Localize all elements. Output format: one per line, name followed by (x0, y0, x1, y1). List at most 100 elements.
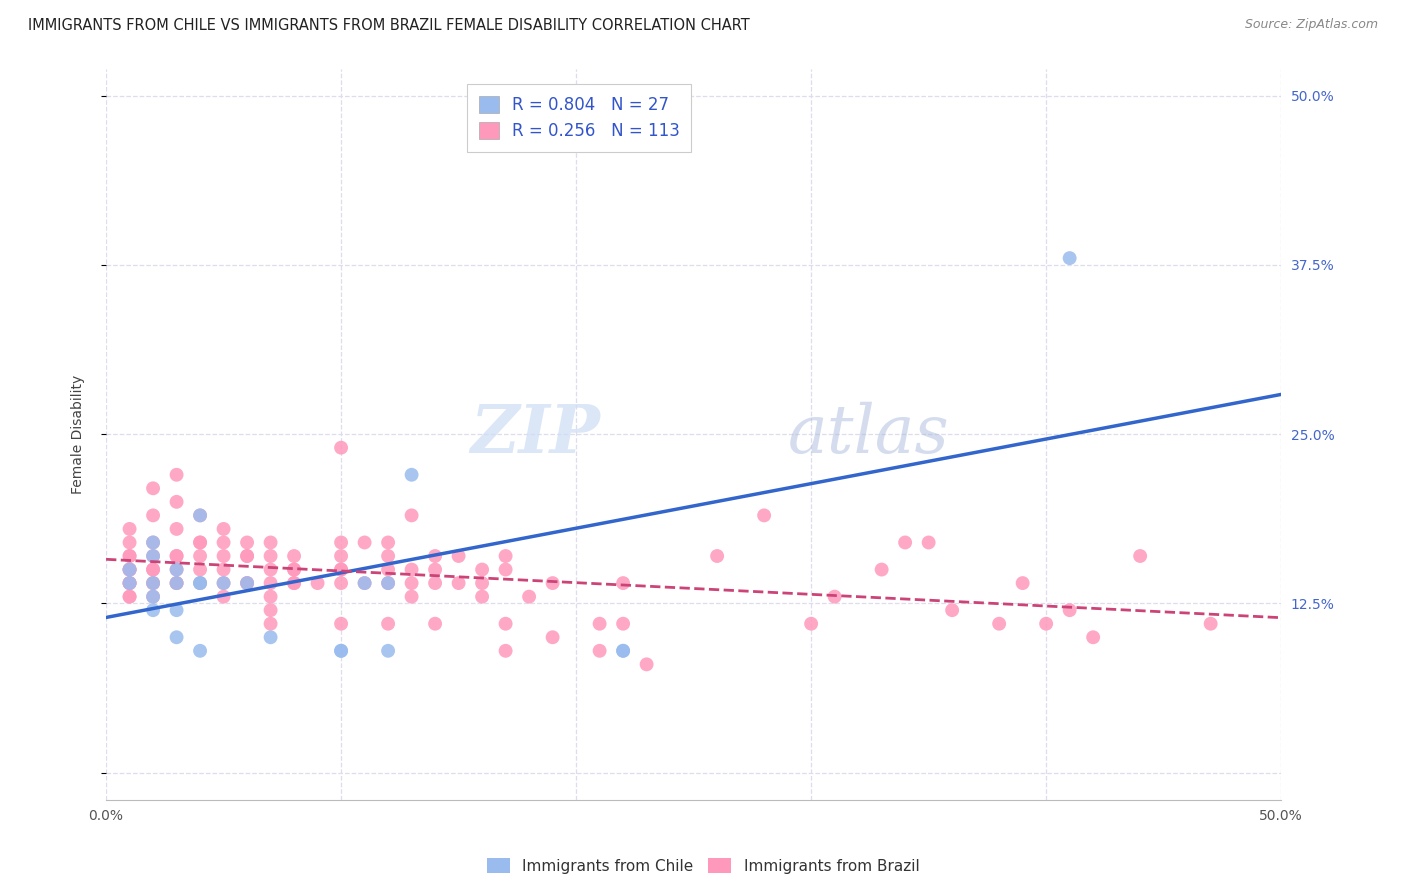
Point (800, 616, 823, 631)
Point (188, 535, 211, 549)
Point (188, 535, 211, 549)
Point (166, 576, 188, 591)
Point (330, 563, 353, 577)
Point (283, 549, 305, 563)
Point (236, 576, 259, 591)
Point (166, 576, 188, 591)
Point (612, 576, 634, 591)
Point (588, 616, 610, 631)
Point (495, 616, 517, 631)
Point (118, 563, 141, 577)
Point (142, 576, 165, 591)
Text: atlas: atlas (787, 401, 949, 467)
Point (212, 563, 235, 577)
Point (188, 508, 211, 523)
Point (166, 549, 188, 563)
Point (988, 616, 1011, 631)
Point (401, 590, 423, 604)
Point (353, 576, 375, 591)
Point (495, 563, 517, 577)
Point (118, 576, 141, 591)
Legend: Immigrants from Chile, Immigrants from Brazil: Immigrants from Chile, Immigrants from B… (481, 852, 925, 880)
Point (377, 644, 399, 658)
Point (212, 549, 235, 563)
Point (259, 616, 281, 631)
Point (259, 563, 281, 577)
Point (142, 603, 165, 617)
Point (118, 590, 141, 604)
Point (283, 576, 305, 591)
Point (447, 549, 470, 563)
Point (401, 576, 423, 591)
Point (824, 590, 846, 604)
Point (1035, 616, 1057, 631)
Point (142, 576, 165, 591)
Point (541, 576, 564, 591)
Point (166, 603, 188, 617)
Point (166, 522, 188, 536)
Point (495, 644, 517, 658)
Point (142, 508, 165, 523)
Point (894, 535, 917, 549)
Point (118, 549, 141, 563)
Point (1199, 616, 1222, 631)
Point (1011, 576, 1033, 591)
Point (330, 644, 353, 658)
Point (142, 481, 165, 495)
Point (118, 563, 141, 577)
Point (118, 549, 141, 563)
Point (377, 576, 399, 591)
Point (612, 616, 634, 631)
Point (588, 644, 610, 658)
Point (330, 644, 353, 658)
Point (283, 563, 305, 577)
Point (377, 616, 399, 631)
Point (212, 576, 235, 591)
Point (259, 630, 281, 644)
Y-axis label: Female Disability: Female Disability (72, 375, 86, 494)
Point (236, 535, 259, 549)
Point (259, 535, 281, 549)
Point (330, 549, 353, 563)
Point (752, 508, 775, 523)
Point (423, 549, 446, 563)
Point (330, 563, 353, 577)
Point (423, 576, 446, 591)
Point (471, 563, 494, 577)
Legend: R = 0.804   N = 27, R = 0.256   N = 113: R = 0.804 N = 27, R = 0.256 N = 113 (467, 84, 692, 153)
Text: ZIP: ZIP (470, 401, 599, 467)
Point (307, 576, 329, 591)
Point (941, 603, 963, 617)
Point (401, 563, 423, 577)
Point (471, 576, 494, 591)
Point (353, 576, 375, 591)
Point (612, 644, 634, 658)
Point (259, 603, 281, 617)
Point (118, 576, 141, 591)
Point (166, 549, 188, 563)
Point (330, 441, 353, 455)
Point (1059, 251, 1081, 265)
Point (495, 549, 517, 563)
Point (142, 535, 165, 549)
Point (188, 508, 211, 523)
Point (142, 563, 165, 577)
Point (142, 590, 165, 604)
Point (236, 549, 259, 563)
Point (1059, 603, 1081, 617)
Point (377, 535, 399, 549)
Point (377, 563, 399, 577)
Point (142, 590, 165, 604)
Point (283, 576, 305, 591)
Point (706, 549, 728, 563)
Point (401, 508, 423, 523)
Point (188, 576, 211, 591)
Point (870, 563, 893, 577)
Point (188, 576, 211, 591)
Point (471, 590, 494, 604)
Point (118, 522, 141, 536)
Point (142, 549, 165, 563)
Point (423, 563, 446, 577)
Point (259, 549, 281, 563)
Point (142, 535, 165, 549)
